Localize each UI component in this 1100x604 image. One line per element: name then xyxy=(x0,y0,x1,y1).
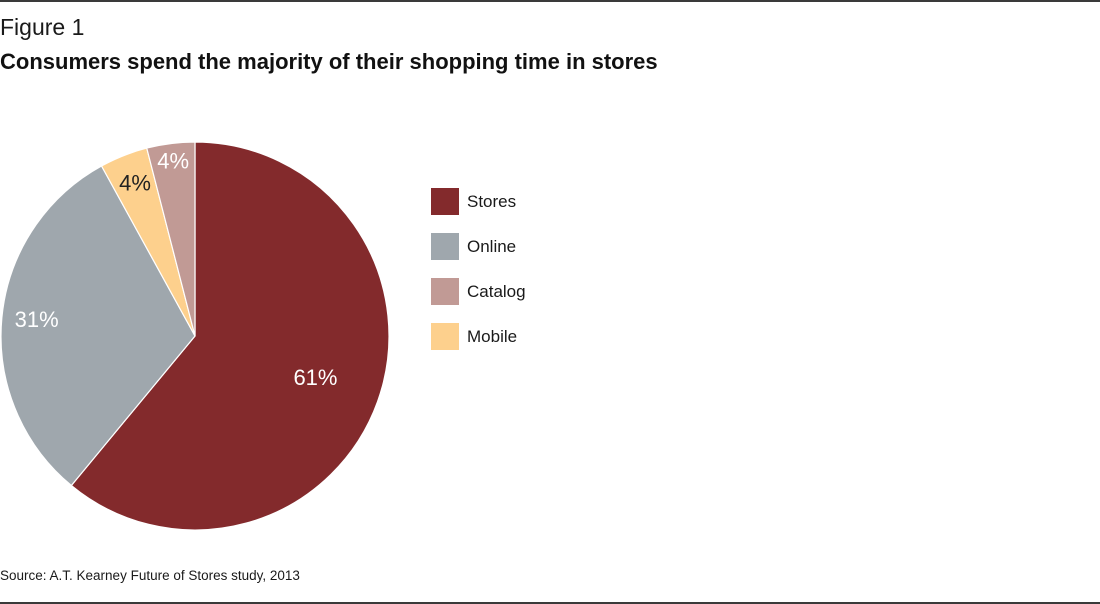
legend-item-catalog: Catalog xyxy=(431,278,526,305)
source-note: Source: A.T. Kearney Future of Stores st… xyxy=(0,568,300,583)
legend-item-online: Online xyxy=(431,233,526,260)
bottom-rule xyxy=(0,602,1100,604)
legend-label-stores: Stores xyxy=(467,191,517,211)
legend: Stores Online Catalog Mobile xyxy=(431,188,526,368)
legend-label-catalog: Catalog xyxy=(467,281,526,301)
legend-swatch-mobile xyxy=(431,323,459,350)
chart-title: Consumers spend the majority of their sh… xyxy=(0,49,658,74)
legend-label-online: Online xyxy=(467,236,517,256)
legend-item-stores: Stores xyxy=(431,188,526,215)
pie-label-mobile: 4% xyxy=(119,170,151,195)
pie-slices xyxy=(0,141,390,531)
legend-swatch-stores xyxy=(431,188,459,215)
pie-label-online: 31% xyxy=(15,307,59,332)
legend-swatch-catalog xyxy=(431,278,459,305)
pie-slice-stores xyxy=(70,141,390,531)
legend-item-mobile: Mobile xyxy=(431,323,526,350)
pie-slice-online xyxy=(0,165,196,487)
figure-label: Figure 1 xyxy=(0,14,85,40)
pie-labels: 61% 31% 4%4% xyxy=(15,149,338,391)
top-rule xyxy=(0,0,1100,2)
legend-label-mobile: Mobile xyxy=(467,326,518,346)
legend-swatch-online xyxy=(431,233,459,260)
pie-label-catalog: 4% xyxy=(157,149,189,174)
pie-slice-catalog xyxy=(146,141,196,337)
pie-label-stores: 61% xyxy=(293,365,337,390)
